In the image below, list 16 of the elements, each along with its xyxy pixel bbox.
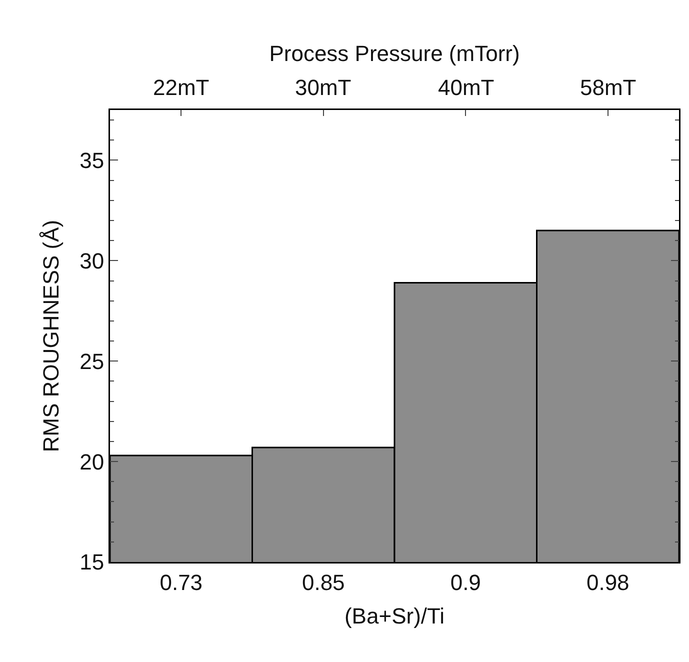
annotation: 58mT: [580, 75, 636, 100]
y-tick-label: 25: [80, 348, 104, 374]
annotation: 40mT: [438, 75, 494, 100]
x-tick-label: 0.73: [160, 570, 203, 595]
annotation: 22mT: [153, 75, 210, 100]
y-axis-title: RMS ROUGHNESS (Å): [38, 220, 64, 452]
annotation: 30mT: [295, 75, 352, 100]
y-tick-label: 20: [80, 449, 104, 474]
x-tick-label: 0.85: [302, 570, 345, 595]
x2-axis-title: Process Pressure (mTorr): [269, 40, 520, 66]
x-axis-title: (Ba+Sr)/Ti: [344, 604, 445, 629]
x-tick-label: 0.98: [586, 570, 630, 595]
y-tick-label: 30: [80, 248, 104, 274]
y-tick-label: 35: [80, 148, 104, 173]
y-tick-label: 15: [80, 550, 104, 575]
x-tick-label: 0.9: [450, 570, 481, 595]
